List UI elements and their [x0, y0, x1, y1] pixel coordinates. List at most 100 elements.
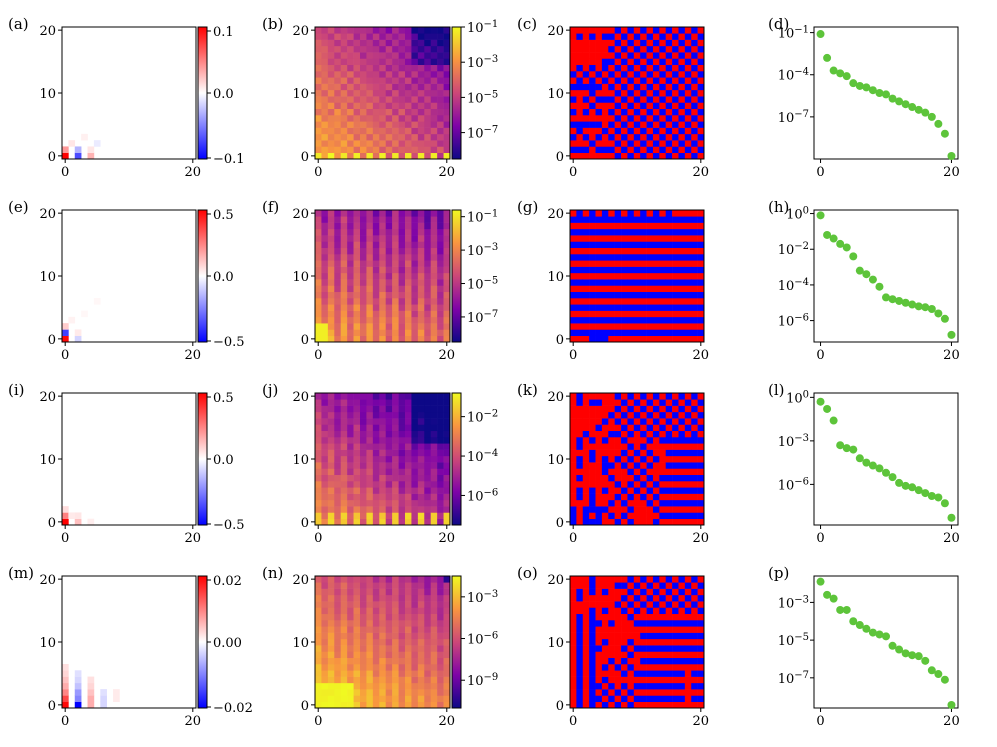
- heatmap-cell: [366, 140, 374, 147]
- heatmap-cell: [353, 481, 361, 488]
- heatmap-cell: [570, 323, 577, 330]
- heatmap-cell: [366, 689, 374, 696]
- heatmap-cell: [678, 39, 686, 47]
- heatmap-cell: [398, 594, 406, 602]
- heatmap-cell: [608, 102, 615, 110]
- heatmap-cell: [601, 676, 609, 684]
- heatmap-cell: [665, 140, 673, 147]
- heatmap-cell: [646, 146, 654, 154]
- heatmap-cell: [353, 291, 361, 299]
- sign-ytick-label: 10: [547, 87, 564, 102]
- heatmap-cell: [640, 39, 647, 47]
- heatmap-cell: [621, 601, 628, 608]
- heatmap-cell: [608, 657, 615, 665]
- heatmap-cell: [327, 418, 335, 425]
- heatmap-cell: [627, 304, 635, 311]
- heatmap-cell: [327, 455, 335, 463]
- heatmap-cell: [321, 518, 329, 526]
- heatmap-cell: [640, 638, 647, 646]
- heatmap-cell: [672, 493, 679, 501]
- heatmap-cell: [327, 657, 335, 665]
- heatmap-cell: [379, 462, 387, 469]
- heatmap-cell: [398, 474, 406, 482]
- heatmap-cell: [570, 582, 577, 589]
- heatmap-cell: [372, 329, 380, 337]
- heatmap-cell: [366, 664, 374, 671]
- heatmap-cell: [684, 210, 692, 217]
- heatmap-cell: [678, 676, 686, 684]
- heatmap-cell: [443, 96, 451, 103]
- heatmap-cell: [570, 695, 577, 703]
- heatmap-cell: [601, 468, 609, 476]
- heatmap-cell: [570, 487, 577, 494]
- heatmap-cell: [315, 399, 322, 406]
- heatmap-cell: [678, 222, 686, 230]
- heatmap-cell: [608, 241, 615, 249]
- heatmap-cell: [315, 443, 322, 450]
- heatmap-cell: [678, 33, 686, 40]
- heatmap-cell: [684, 52, 692, 59]
- diverging-xtick-label: 0: [61, 348, 69, 363]
- heatmap-cell: [405, 146, 412, 154]
- heatmap-cell: [684, 506, 692, 513]
- heatmap-cell: [678, 247, 686, 255]
- heatmap-cell: [417, 576, 425, 583]
- heatmap-cell: [411, 664, 419, 671]
- heatmap-cell: [646, 272, 654, 280]
- spectrum-point: [836, 239, 845, 248]
- heatmap-cell: [417, 247, 425, 255]
- heatmap-cell: [646, 620, 654, 627]
- heatmap-cell: [366, 468, 374, 476]
- heatmap-cell: [595, 620, 603, 627]
- heatmap-cell: [640, 689, 647, 696]
- heatmap-cell: [424, 58, 432, 66]
- heatmap-cell: [417, 487, 425, 494]
- heatmap-cell: [697, 651, 705, 659]
- heatmap-cell: [595, 329, 603, 337]
- heatmap-cell: [321, 601, 329, 608]
- spectrum-xtick-label: 20: [943, 165, 960, 180]
- heatmap-cell: [315, 594, 322, 602]
- heatmap-cell: [589, 133, 596, 141]
- heatmap-cell: [366, 670, 374, 677]
- heatmap-cell: [652, 399, 660, 406]
- heatmap-cell: [379, 121, 387, 128]
- heatmap-cell: [347, 216, 354, 223]
- heatmap-cell: [334, 405, 342, 413]
- heatmap-cell: [601, 260, 609, 267]
- heatmap-cell: [576, 405, 584, 413]
- heatmap-cell: [360, 133, 367, 141]
- heatmap-cell: [366, 487, 374, 494]
- heatmap-cell: [392, 582, 399, 589]
- heatmap-cell: [672, 235, 679, 242]
- heatmap-cell: [417, 393, 425, 400]
- heatmap-cell: [589, 335, 596, 343]
- heatmap-cell: [646, 216, 654, 223]
- heatmap-cell: [366, 39, 374, 47]
- heatmap-cell: [659, 657, 667, 665]
- heatmap-cell: [576, 298, 584, 305]
- heatmap-cell: [582, 613, 590, 621]
- spectrum-ytick-label: 10−3: [778, 433, 809, 450]
- heatmap-cell: [372, 323, 380, 330]
- spectrum-point: [895, 97, 904, 106]
- heatmap-cell: [697, 499, 705, 507]
- heatmap-cell: [437, 291, 444, 299]
- heatmap-cell: [633, 418, 641, 425]
- heatmap-cell: [589, 601, 596, 608]
- heatmap-cell: [321, 455, 329, 463]
- heatmap-cell: [334, 254, 342, 261]
- heatmap-cell: [659, 298, 667, 305]
- heatmap-cell: [430, 499, 438, 507]
- heatmap-cell: [646, 33, 654, 40]
- heatmap-cell: [379, 620, 387, 627]
- heatmap-cell: [582, 462, 590, 469]
- heatmap-cell: [595, 638, 603, 646]
- heatmap-cell: [684, 241, 692, 249]
- heatmap-cell: [678, 102, 686, 110]
- heatmap-cell: [621, 222, 628, 230]
- heatmap-cell: [633, 316, 641, 324]
- heatmap-cell: [315, 588, 322, 596]
- heatmap-cell: [570, 664, 577, 671]
- heatmap-cell: [627, 487, 635, 494]
